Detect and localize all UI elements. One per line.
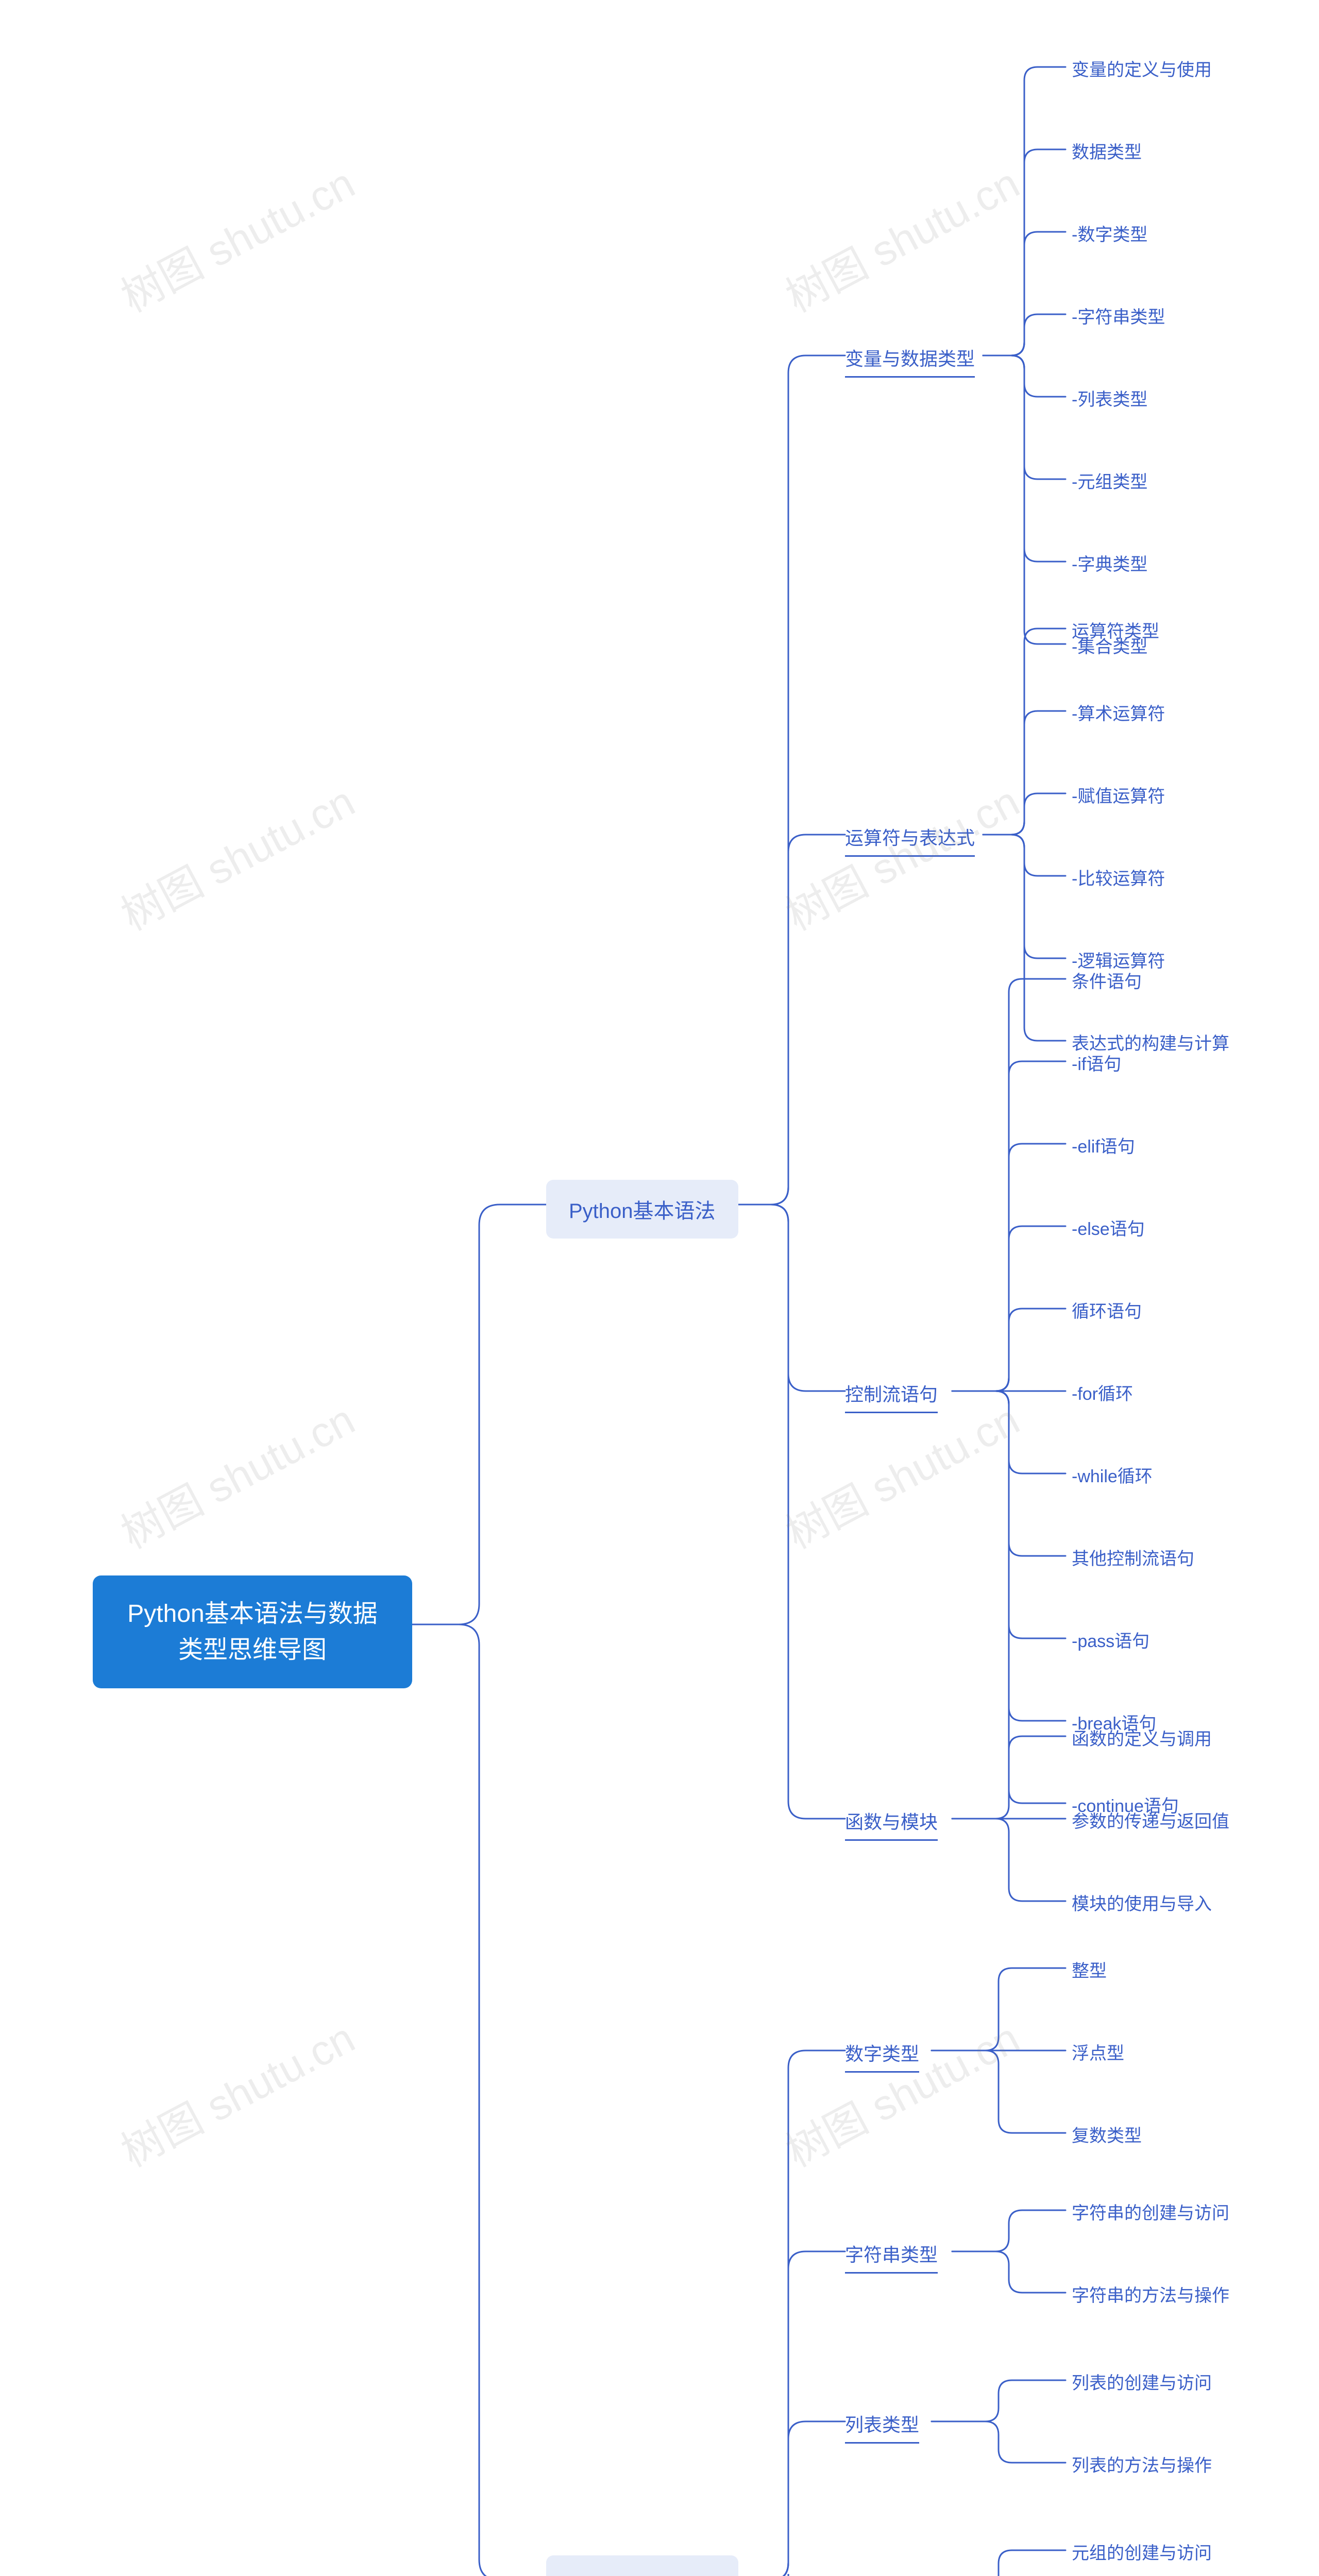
leaf-node: -else语句 [1072, 1215, 1145, 1240]
topic-variables-types: 变量与数据类型 [845, 341, 975, 378]
topic-string-type: 字符串类型 [845, 2237, 938, 2274]
leaf-node: -for循环 [1072, 1380, 1133, 1405]
topic-functions-modules: 函数与模块 [845, 1804, 938, 1841]
leaf-node: 其他控制流语句 [1072, 1545, 1194, 1570]
leaf-node: -if语句 [1072, 1050, 1121, 1075]
topic-control-flow: 控制流语句 [845, 1377, 938, 1413]
leaf-node: -列表类型 [1072, 385, 1147, 411]
leaf-node: 运算符类型 [1072, 617, 1159, 642]
leaf-node: 列表的方法与操作 [1072, 2451, 1212, 2477]
leaf-node: 复数类型 [1072, 2122, 1142, 2147]
leaf-node: -数字类型 [1072, 221, 1147, 246]
leaf-node: 循环语句 [1072, 1297, 1142, 1323]
leaf-node: -while循环 [1072, 1462, 1153, 1487]
leaf-node: 数据类型 [1072, 138, 1142, 163]
leaf-node: 条件语句 [1072, 968, 1142, 993]
leaf-node: 变量的定义与使用 [1072, 56, 1212, 81]
leaf-node: 整型 [1072, 1957, 1107, 1982]
leaf-node: -elif语句 [1072, 1132, 1135, 1158]
branch-python-types: Python数据类型 [546, 2555, 738, 2576]
leaf-node: -字典类型 [1072, 550, 1147, 575]
topic-operators-expr: 运算符与表达式 [845, 820, 975, 857]
branch-python-syntax: Python基本语法 [546, 1180, 738, 1239]
leaf-node: -字符串类型 [1072, 303, 1165, 328]
leaf-node: 参数的传递与返回值 [1072, 1807, 1229, 1833]
leaf-node: 函数的定义与调用 [1072, 1725, 1212, 1750]
leaf-node: -算术运算符 [1072, 700, 1165, 725]
leaf-node: -比较运算符 [1072, 865, 1165, 890]
topic-number-type: 数字类型 [845, 2036, 919, 2073]
topic-list-type: 列表类型 [845, 2407, 919, 2444]
leaf-node: 列表的创建与访问 [1072, 2369, 1212, 2394]
leaf-node: 字符串的创建与访问 [1072, 2199, 1229, 2224]
leaf-node: 模块的使用与导入 [1072, 1890, 1212, 1915]
leaf-node: -赋值运算符 [1072, 782, 1165, 807]
root-node: Python基本语法与数据类型思维导图 [93, 1575, 412, 1688]
leaf-node: 浮点型 [1072, 2039, 1124, 2064]
leaf-node: 元组的创建与访问 [1072, 2539, 1212, 2564]
leaf-node: -元组类型 [1072, 468, 1147, 493]
leaf-node: -pass语句 [1072, 1627, 1149, 1652]
leaf-node: 字符串的方法与操作 [1072, 2281, 1229, 2307]
